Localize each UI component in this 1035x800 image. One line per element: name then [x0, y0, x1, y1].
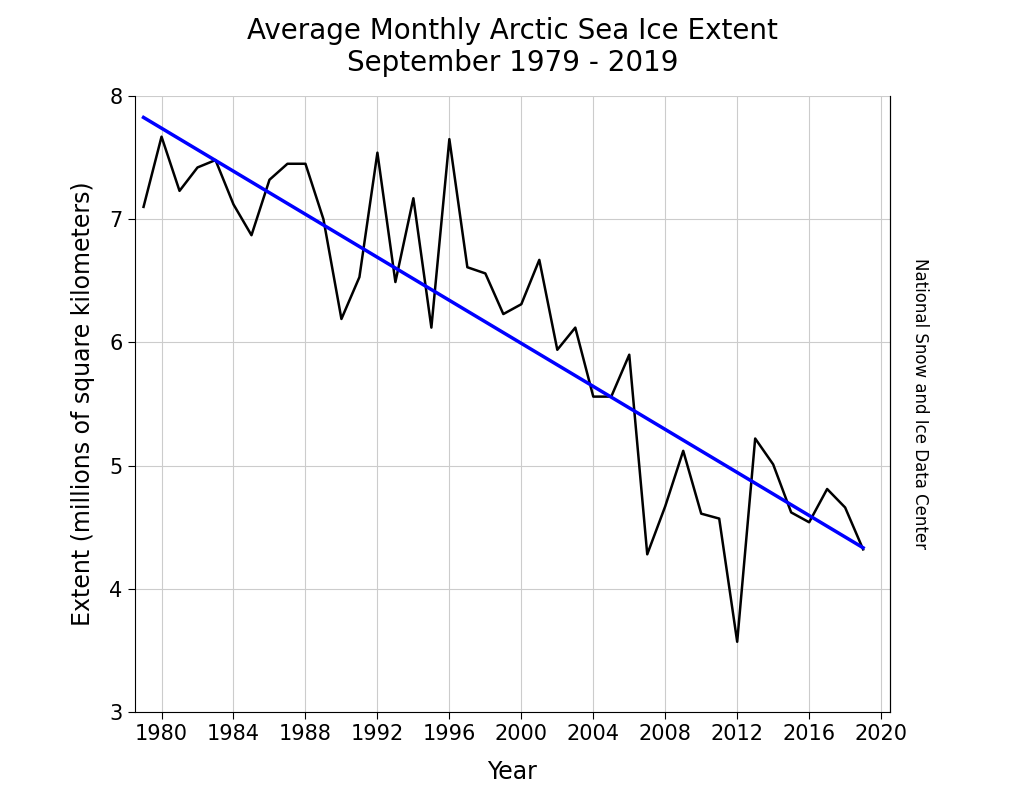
Y-axis label: Extent (millions of square kilometers): Extent (millions of square kilometers)	[71, 182, 95, 626]
Title: Average Monthly Arctic Sea Ice Extent
September 1979 - 2019: Average Monthly Arctic Sea Ice Extent Se…	[247, 17, 777, 77]
Y-axis label: National Snow and Ice Data Center: National Snow and Ice Data Center	[911, 258, 929, 550]
X-axis label: Year: Year	[487, 761, 537, 785]
